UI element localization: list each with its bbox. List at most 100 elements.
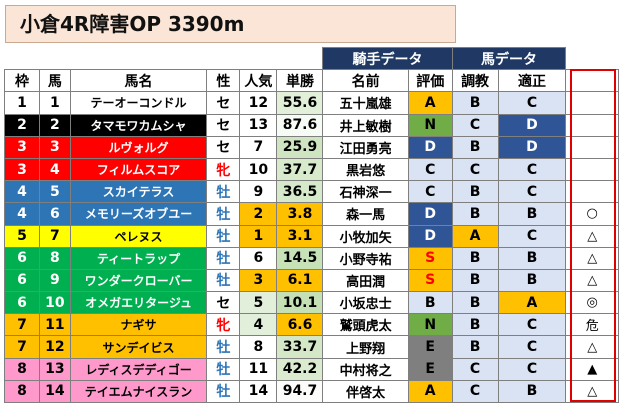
column-header-row: 枠 馬 馬名 性 人気 単勝 名前 評価 調教 適正 予想 — [3, 69, 619, 93]
waku-cell: 3 — [3, 135, 41, 159]
sex-cell: 牡 — [206, 357, 241, 381]
horse-data-header: 馬データ — [451, 46, 567, 71]
waku-cell: 7 — [3, 313, 41, 337]
horse-name-cell: テイエムナイスラン — [69, 379, 208, 404]
table-row: 3 4 フィルムスコア牝 10 37.7 黒岩悠 C C C — [3, 157, 619, 182]
training-cell: B — [451, 180, 499, 204]
rating-cell: B — [407, 291, 453, 315]
table-row: 5 7 ペレヌス牡 1 3.1 小牧加矢 D A C △ — [3, 224, 619, 248]
odds-cell: 87.6 — [276, 113, 324, 137]
jockey-data-header: 騎手データ — [322, 46, 453, 71]
sex-cell: 牡 — [206, 224, 241, 248]
horse-name-cell: ルヴォルグ — [69, 135, 208, 159]
popularity-cell: 9 — [239, 180, 278, 204]
rating-cell: D — [407, 135, 453, 159]
odds-cell: 36.5 — [276, 180, 324, 204]
popularity-cell: 6 — [239, 246, 278, 270]
header-uma: 馬 — [39, 69, 71, 93]
aptitude-cell: C — [497, 180, 567, 204]
training-cell: B — [451, 135, 499, 159]
header-rating: 評価 — [407, 69, 453, 93]
rating-cell: N — [407, 313, 453, 337]
table-row: 7 11 ナギサ牝 4 6.6 鷲頭虎太 N B C 危 — [3, 313, 619, 337]
horse-name-cell: テーオーコンドル — [69, 91, 208, 115]
jockey-name-cell: 江田勇亮 — [322, 135, 409, 159]
group-header-row: 騎手データ 馬データ — [5, 46, 619, 71]
jockey-name-cell: 上野翔 — [322, 335, 409, 359]
aptitude-cell: B — [497, 246, 567, 270]
prediction-cell: △ — [565, 224, 619, 248]
aptitude-cell: C — [497, 313, 567, 337]
waku-cell: 8 — [3, 379, 41, 404]
popularity-cell: 13 — [239, 113, 278, 137]
sex-cell: 牡 — [206, 202, 241, 226]
odds-cell: 25.9 — [276, 135, 324, 159]
sex-cell: セ — [206, 91, 241, 115]
prediction-cell — [565, 180, 619, 204]
uma-cell: 14 — [39, 379, 71, 404]
prediction-cell: ◎ — [565, 291, 619, 315]
sex-cell: 牝 — [206, 157, 241, 182]
sex-cell: セ — [206, 291, 241, 315]
horse-name-cell: オメガエリタージュ — [69, 291, 208, 315]
rating-cell: A — [407, 91, 453, 115]
popularity-cell: 5 — [239, 291, 278, 315]
sex-cell: 牡 — [206, 379, 241, 404]
odds-cell: 94.7 — [276, 379, 324, 404]
header-odds: 単勝 — [276, 69, 324, 93]
horse-name-cell: フィルムスコア — [69, 157, 208, 182]
aptitude-cell: D — [497, 135, 567, 159]
horse-name-cell: ティートラップ — [69, 246, 208, 270]
horse-name-cell: スカイテラス — [69, 180, 208, 204]
rating-cell: D — [407, 224, 453, 248]
uma-cell: 7 — [39, 224, 71, 248]
table-row: 4 6 メモリーズオブユー牡 2 3.8 森一馬 D B B ○ — [3, 202, 619, 226]
race-table: 騎手データ 馬データ 枠 馬 馬名 性 人気 単勝 名前 評価 調教 適正 予想… — [3, 46, 619, 404]
training-cell: C — [451, 157, 499, 182]
table-row: 3 3 ルヴォルグセ 7 25.9 江田勇亮 D B D — [3, 135, 619, 159]
prediction-cell: △ — [565, 335, 619, 359]
popularity-cell: 4 — [239, 313, 278, 337]
aptitude-cell: B — [497, 379, 567, 404]
race-title: 小倉4R障害OP 3390m — [5, 5, 456, 43]
odds-cell: 14.5 — [276, 246, 324, 270]
table-row: 6 10 オメガエリタージュセ 5 10.1 小坂忠士 B B A ◎ — [3, 291, 619, 315]
aptitude-cell: C — [497, 357, 567, 381]
waku-cell: 6 — [3, 268, 41, 293]
sex-cell: 牡 — [206, 268, 241, 293]
aptitude-cell: C — [497, 157, 567, 182]
jockey-name-cell: 森一馬 — [322, 202, 409, 226]
jockey-name-cell: 井上敏樹 — [322, 113, 409, 137]
jockey-name-cell: 小牧加矢 — [322, 224, 409, 248]
odds-cell: 33.7 — [276, 335, 324, 359]
uma-cell: 9 — [39, 268, 71, 293]
waku-cell: 6 — [3, 291, 41, 315]
rating-cell: N — [407, 113, 453, 137]
waku-cell: 2 — [3, 113, 41, 137]
odds-cell: 42.2 — [276, 357, 324, 381]
uma-cell: 11 — [39, 313, 71, 337]
prediction-cell: 危 — [565, 313, 619, 337]
table-row: 8 13 レディスデディゴー牡 11 42.2 中村将之 E C C ▲ — [3, 357, 619, 381]
header-sex: 性 — [206, 69, 241, 93]
uma-cell: 1 — [39, 91, 71, 115]
aptitude-cell: C — [497, 91, 567, 115]
uma-cell: 8 — [39, 246, 71, 270]
header-jockey-name: 名前 — [322, 69, 409, 93]
rating-cell: C — [407, 157, 453, 182]
popularity-cell: 2 — [239, 202, 278, 226]
waku-cell: 1 — [3, 91, 41, 115]
odds-cell: 6.1 — [276, 268, 324, 293]
uma-cell: 12 — [39, 335, 71, 359]
popularity-cell: 14 — [239, 379, 278, 404]
popularity-cell: 10 — [239, 157, 278, 182]
training-cell: C — [451, 379, 499, 404]
prediction-cell — [565, 157, 619, 182]
rating-cell: E — [407, 357, 453, 381]
rating-cell: D — [407, 202, 453, 226]
table-row: 6 9 ワンダークローバー牡 3 6.1 高田潤 S B B △ — [3, 268, 619, 293]
odds-cell: 55.6 — [276, 91, 324, 115]
training-cell: A — [451, 224, 499, 248]
aptitude-cell: C — [497, 224, 567, 248]
header-waku: 枠 — [3, 69, 41, 93]
